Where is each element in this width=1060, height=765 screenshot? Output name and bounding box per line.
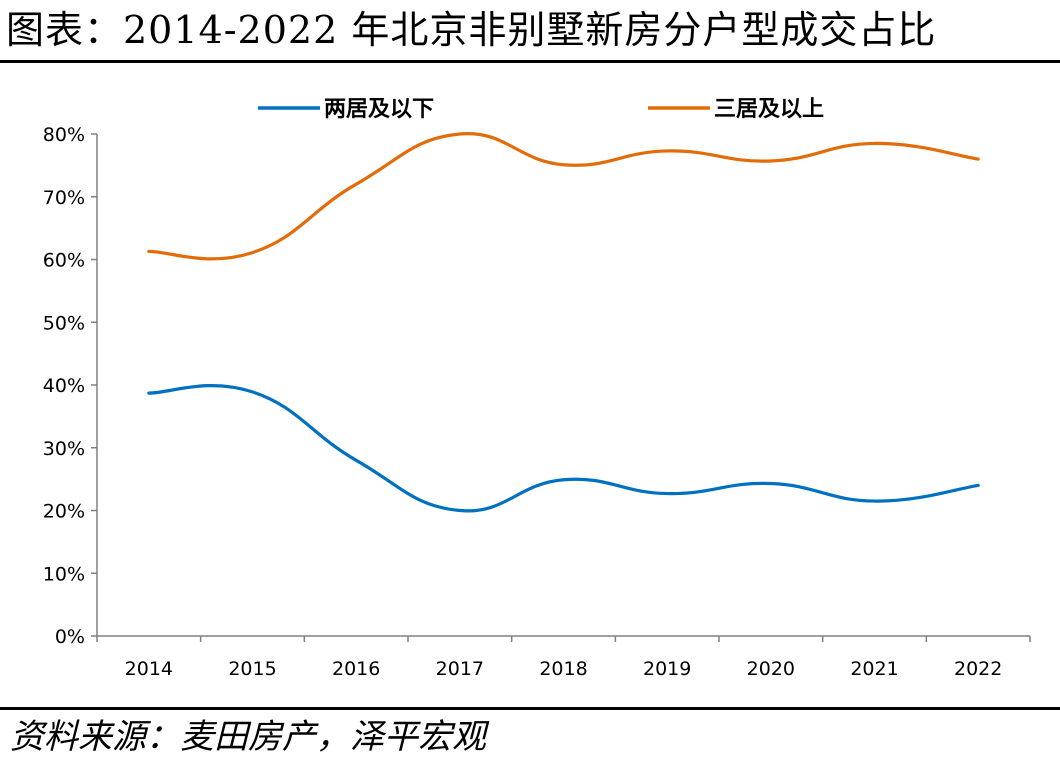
x-tick-label: 2022 <box>954 658 1002 680</box>
x-tick-label: 2014 <box>125 658 173 680</box>
y-tick-label: 20% <box>43 501 85 523</box>
x-tick-label: 2020 <box>747 658 795 680</box>
y-tick-label: 60% <box>43 250 85 272</box>
chart-legend: 两居及以下 三居及以上 <box>258 97 824 122</box>
source-divider <box>0 707 1060 710</box>
x-tick-label: 2018 <box>539 658 587 680</box>
y-tick-label: 0% <box>55 626 85 648</box>
legend-label-0: 两居及以下 <box>324 97 434 122</box>
title-divider <box>0 60 1060 63</box>
y-tick-label: 50% <box>43 312 85 334</box>
x-tick-label: 2015 <box>228 658 276 680</box>
x-tick-label: 2016 <box>332 658 380 680</box>
chart-title: 图表：2014-2022 年北京非别墅新房分户型成交占比 <box>6 8 937 52</box>
chart-axes: 0% 10% 20% 30% 40% 50% 60% 70% 80% 2014 2015 2016 20… <box>43 124 1031 680</box>
source-note: 资料来源：麦田房产，泽平宏观 <box>10 717 486 757</box>
legend-label-1: 三居及以上 <box>714 97 824 122</box>
y-tick-label: 10% <box>43 563 85 585</box>
y-tick-label: 40% <box>43 375 85 397</box>
y-tick-label: 30% <box>43 438 85 460</box>
y-tick-label: 80% <box>43 124 85 146</box>
x-tick-label: 2019 <box>643 658 691 680</box>
x-tick-label: 2021 <box>850 658 898 680</box>
series-line-0 <box>147 384 980 513</box>
y-tick-label: 70% <box>43 187 85 209</box>
x-tick-label: 2017 <box>436 658 484 680</box>
series-lines <box>147 132 980 513</box>
series-line-1 <box>147 132 980 261</box>
